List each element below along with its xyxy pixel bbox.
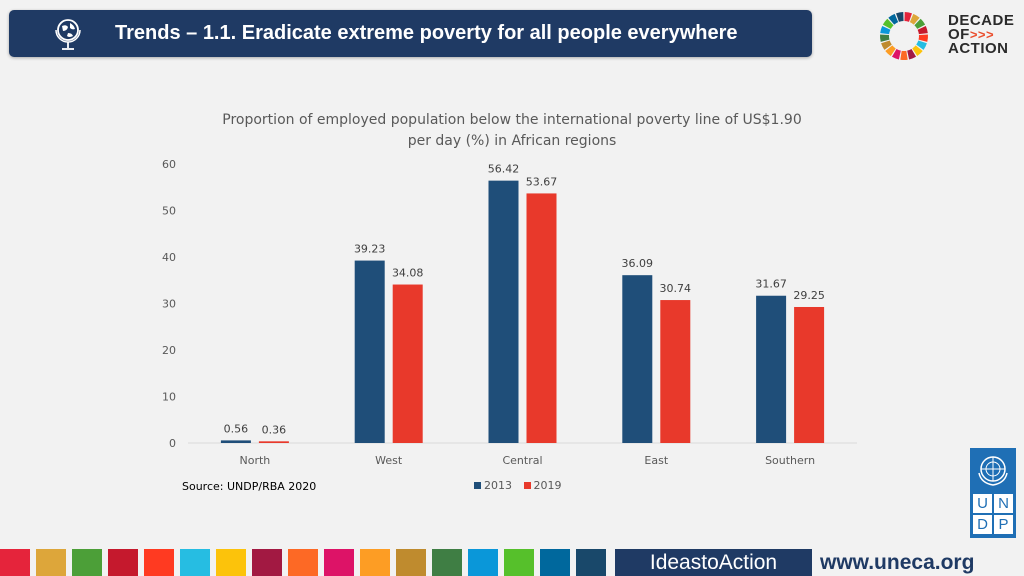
sdg-wheel-segment bbox=[918, 34, 928, 42]
bar-2013 bbox=[354, 260, 385, 443]
un-emblem-icon bbox=[978, 456, 1008, 486]
bar-2019 bbox=[794, 306, 825, 443]
ideas-to-action-banner: IdeastoAction bbox=[615, 549, 812, 576]
bar-2013 bbox=[622, 275, 653, 443]
sdg-strip-segment bbox=[72, 549, 102, 576]
sdg-wheel-segment bbox=[882, 18, 894, 29]
y-tick-label: 10 bbox=[162, 391, 176, 404]
bar-2013 bbox=[756, 295, 787, 443]
chart-legend: 2013 2019 bbox=[474, 479, 570, 492]
sdg-strip-segment bbox=[252, 549, 282, 576]
data-label: 34.08 bbox=[392, 267, 424, 280]
decade-arrows: >>> bbox=[969, 27, 995, 42]
sdg-wheel-segment bbox=[917, 25, 928, 35]
website-url[interactable]: www.uneca.org bbox=[820, 551, 975, 574]
undp-letter-n: N bbox=[994, 494, 1013, 513]
y-tick-label: 40 bbox=[162, 251, 176, 264]
y-tick-label: 50 bbox=[162, 205, 176, 218]
sdg-strip-segment bbox=[432, 549, 462, 576]
source-note: Source: UNDP/RBA 2020 bbox=[182, 480, 317, 493]
x-tick-label: East bbox=[644, 454, 668, 467]
sdg-strip-segment bbox=[180, 549, 210, 576]
decade-logo-text: DECADE OF>>> ACTION bbox=[948, 12, 1015, 57]
globe-icon bbox=[55, 19, 81, 50]
decade-line2: OF bbox=[948, 26, 970, 43]
sdg-wheel-segment bbox=[909, 13, 920, 25]
sdg-strip-segment bbox=[288, 549, 318, 576]
y-tick-label: 0 bbox=[169, 437, 176, 450]
x-tick-label: Southern bbox=[765, 454, 815, 467]
bar-2019 bbox=[526, 193, 557, 443]
title-banner: Trends – 1.1. Eradicate extreme poverty … bbox=[9, 10, 812, 57]
data-label: 31.67 bbox=[755, 278, 787, 291]
sdg-strip-segment bbox=[396, 549, 426, 576]
chart-title: Proportion of employed population below … bbox=[222, 112, 802, 149]
data-label: 36.09 bbox=[622, 257, 654, 270]
undp-letter-p: P bbox=[994, 515, 1013, 534]
legend-label-2013: 2013 bbox=[484, 479, 512, 492]
sdg-wheel-segment bbox=[880, 34, 890, 42]
bar-2019 bbox=[392, 284, 423, 443]
data-label: 39.23 bbox=[354, 243, 386, 256]
sdg-wheel-segment bbox=[916, 40, 927, 50]
sdg-wheel-segment bbox=[896, 12, 904, 22]
sdg-wheel-icon bbox=[880, 12, 928, 60]
sdg-strip-segment bbox=[0, 549, 30, 576]
data-label: 53.67 bbox=[526, 175, 558, 188]
y-tick-label: 20 bbox=[162, 344, 176, 357]
sdg-strip-segment bbox=[576, 549, 606, 576]
decade-line1: DECADE bbox=[948, 12, 1015, 29]
decade-line3: ACTION bbox=[948, 40, 1009, 57]
sdg-wheel-segment bbox=[912, 45, 923, 57]
sdg-strip-segment bbox=[144, 549, 174, 576]
data-label: 30.74 bbox=[660, 282, 692, 295]
legend-swatch-2013 bbox=[474, 482, 481, 489]
sdg-strip-segment bbox=[216, 549, 246, 576]
sdg-wheel-segment bbox=[907, 48, 917, 60]
y-tick-label: 30 bbox=[162, 298, 176, 311]
data-label: 0.56 bbox=[224, 422, 249, 435]
sdg-wheel-segment bbox=[904, 12, 912, 22]
legend-label-2019: 2019 bbox=[533, 479, 562, 492]
legend-swatch-2019 bbox=[523, 482, 531, 489]
page-title: Trends – 1.1. Eradicate extreme poverty … bbox=[115, 22, 738, 44]
sdg-strip-segment bbox=[540, 549, 570, 576]
sdg-wheel-segment bbox=[914, 18, 926, 29]
data-label: 56.42 bbox=[488, 163, 520, 176]
sdg-strip-segment bbox=[324, 549, 354, 576]
y-tick-label: 60 bbox=[162, 158, 176, 171]
x-tick-label: West bbox=[375, 454, 403, 467]
x-tick-label: Central bbox=[502, 454, 542, 467]
data-label: 29.25 bbox=[793, 289, 825, 302]
sdg-wheel-segment bbox=[888, 13, 899, 25]
decade-of-action-logo: DECADE OF>>> ACTION bbox=[878, 10, 1014, 62]
sdg-wheel-segment bbox=[891, 48, 901, 60]
undp-letters: U ND P bbox=[972, 493, 1014, 535]
data-label: 0.36 bbox=[262, 423, 287, 436]
sdg-wheel-segment bbox=[880, 25, 891, 35]
sdg-wheel-segment bbox=[881, 40, 892, 50]
sdg-strip-segment bbox=[360, 549, 390, 576]
sdg-wheel-segment bbox=[885, 45, 896, 57]
sdg-strip-segment bbox=[36, 549, 66, 576]
legend-item-2013: 2013 bbox=[474, 479, 512, 492]
sdg-strip-segment bbox=[108, 549, 138, 576]
sdg-strip-segment bbox=[468, 549, 498, 576]
bar-2019 bbox=[660, 300, 691, 443]
undp-letter-d: D bbox=[973, 515, 992, 534]
sdg-color-strip bbox=[0, 549, 610, 576]
bar-2019 bbox=[258, 441, 289, 443]
undp-logo: U ND P bbox=[970, 448, 1016, 538]
sdg-wheel-segment bbox=[900, 50, 908, 60]
x-tick-label: North bbox=[240, 454, 271, 467]
sdg-strip-segment bbox=[504, 549, 534, 576]
legend-item-2019: 2019 bbox=[523, 479, 562, 492]
bar-2013 bbox=[220, 440, 251, 443]
bar-2013 bbox=[488, 180, 519, 443]
undp-letter-u: U bbox=[973, 494, 992, 513]
